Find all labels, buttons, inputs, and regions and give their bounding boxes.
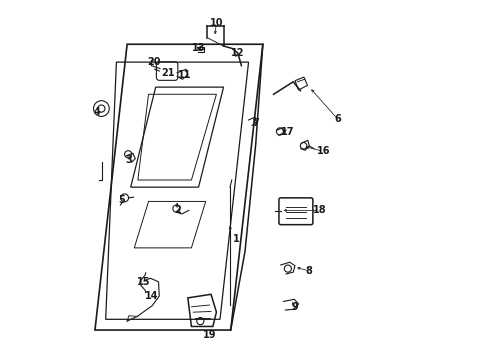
Text: 3: 3 (125, 156, 132, 165)
Text: 1: 1 (233, 234, 240, 244)
Text: 6: 6 (335, 114, 341, 124)
Text: 16: 16 (317, 147, 330, 157)
Text: 15: 15 (136, 277, 150, 287)
Text: 11: 11 (177, 69, 191, 80)
Text: 20: 20 (147, 57, 161, 67)
Text: 4: 4 (94, 107, 100, 117)
Text: 19: 19 (202, 330, 216, 341)
Text: 9: 9 (292, 302, 298, 312)
Text: 14: 14 (146, 291, 159, 301)
Text: 12: 12 (231, 48, 245, 58)
Text: 21: 21 (161, 68, 175, 78)
Text: 5: 5 (119, 195, 125, 204)
Text: 8: 8 (306, 266, 313, 276)
Text: 17: 17 (281, 127, 294, 137)
Text: 18: 18 (313, 205, 327, 215)
Text: 10: 10 (210, 18, 223, 28)
Circle shape (198, 47, 201, 50)
Text: 13: 13 (192, 43, 205, 53)
Text: 2: 2 (174, 205, 180, 215)
Text: 7: 7 (252, 118, 259, 128)
